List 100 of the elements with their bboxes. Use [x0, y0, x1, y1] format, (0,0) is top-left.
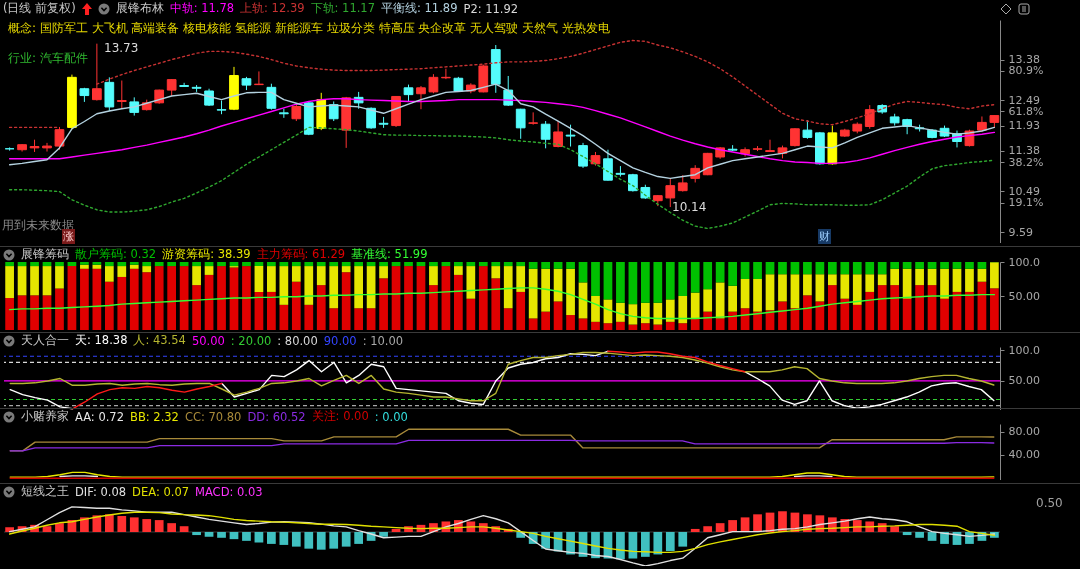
bar [715, 262, 725, 283]
bar [940, 268, 949, 299]
candlestick [92, 43, 102, 102]
bar [840, 298, 850, 330]
bar [154, 266, 164, 330]
candlestick [54, 126, 65, 151]
bar [877, 262, 887, 275]
bar [329, 532, 339, 549]
bar [890, 262, 900, 269]
bar [154, 262, 164, 267]
bar [965, 262, 974, 269]
bar [67, 266, 77, 330]
bar [229, 267, 239, 330]
text: 下轨: 11.17 [310, 1, 375, 16]
bar [865, 291, 875, 330]
bar [503, 266, 513, 309]
chart-title: 天人合一 [21, 333, 69, 348]
bar [142, 272, 152, 330]
bar [640, 302, 650, 324]
bar [803, 274, 812, 296]
bar [142, 266, 152, 273]
bar [965, 268, 974, 292]
bar [952, 262, 962, 269]
bar [578, 262, 588, 283]
bar [316, 532, 326, 550]
candlestick [266, 83, 277, 111]
bar [678, 532, 688, 547]
annotation: 概念: 国防军工 大飞机 高端装备 核电核能 氢能源 新能源车 垃圾分类 特高压 央企改革 无人驾驶 天然气 光热发电 [8, 20, 610, 37]
bar [640, 323, 650, 330]
bar [690, 292, 700, 319]
bar [167, 266, 177, 330]
bar [379, 266, 388, 279]
bar [715, 318, 725, 330]
bar [528, 318, 538, 330]
bar [753, 279, 762, 312]
bar [466, 298, 476, 330]
text: 基准线: 51.99 [351, 247, 428, 262]
text: 天: 18.38 [75, 333, 128, 348]
bar [790, 274, 800, 309]
bar [117, 516, 127, 532]
series-label: 游资筹码: 38.39 [162, 247, 251, 262]
bar [927, 262, 937, 269]
y-tick-label: 50.00 [1008, 374, 1040, 388]
text: P2: 11.92 [463, 1, 519, 16]
bar [192, 262, 201, 267]
candlestick [42, 142, 52, 153]
bar [827, 262, 837, 275]
y2-tick-label: 38.2% [1008, 155, 1044, 169]
y2-tick-label: 19.1% [1008, 196, 1044, 210]
bar [179, 266, 189, 330]
bar [167, 523, 177, 532]
bar [740, 279, 750, 309]
bar [341, 532, 351, 547]
bar [503, 308, 513, 330]
bar [665, 321, 675, 330]
bar [167, 262, 177, 267]
bar [379, 278, 388, 330]
bar [653, 302, 663, 325]
y2-tick-label: 61.8% [1008, 104, 1044, 118]
bar [690, 262, 700, 293]
text: 上轨: 12.39 [240, 1, 305, 16]
bar [129, 262, 139, 265]
bar [192, 532, 201, 536]
ref-line-label: 90.00 [323, 333, 357, 348]
bar [491, 266, 501, 279]
text: 中轨: 11.78 [169, 1, 235, 16]
bar [80, 264, 89, 269]
bar [815, 274, 825, 302]
y-tick-label: 50.00 [1008, 289, 1040, 303]
candlestick [578, 142, 588, 169]
y-tick-label: 100.0 [1008, 255, 1040, 269]
text: 关注: 0.00 [311, 409, 369, 424]
y-tick-label: 40.00 [1008, 448, 1040, 462]
bar [279, 262, 289, 267]
series-label: DIF: 0.08 [75, 484, 127, 499]
bar [865, 274, 875, 292]
bar [267, 262, 276, 267]
y-tick-label: 11.93 [1008, 119, 1040, 133]
series-label: DEA: 0.07 [132, 484, 190, 499]
bar [92, 262, 102, 265]
bar [217, 532, 226, 538]
bar [915, 285, 924, 330]
bar [877, 274, 887, 286]
bar [803, 295, 812, 330]
bar [653, 262, 663, 303]
bar [354, 532, 364, 544]
annotation: 10.14 [672, 200, 707, 214]
bar [616, 532, 625, 560]
bar [690, 528, 700, 532]
bar [915, 268, 924, 286]
bar [591, 296, 600, 322]
bar [142, 262, 152, 267]
bar [466, 266, 476, 299]
bar [977, 262, 987, 269]
bar [267, 532, 276, 544]
bar [640, 262, 650, 303]
bar [55, 523, 64, 532]
bar [902, 298, 912, 330]
bar [728, 262, 737, 286]
bar [778, 301, 787, 330]
